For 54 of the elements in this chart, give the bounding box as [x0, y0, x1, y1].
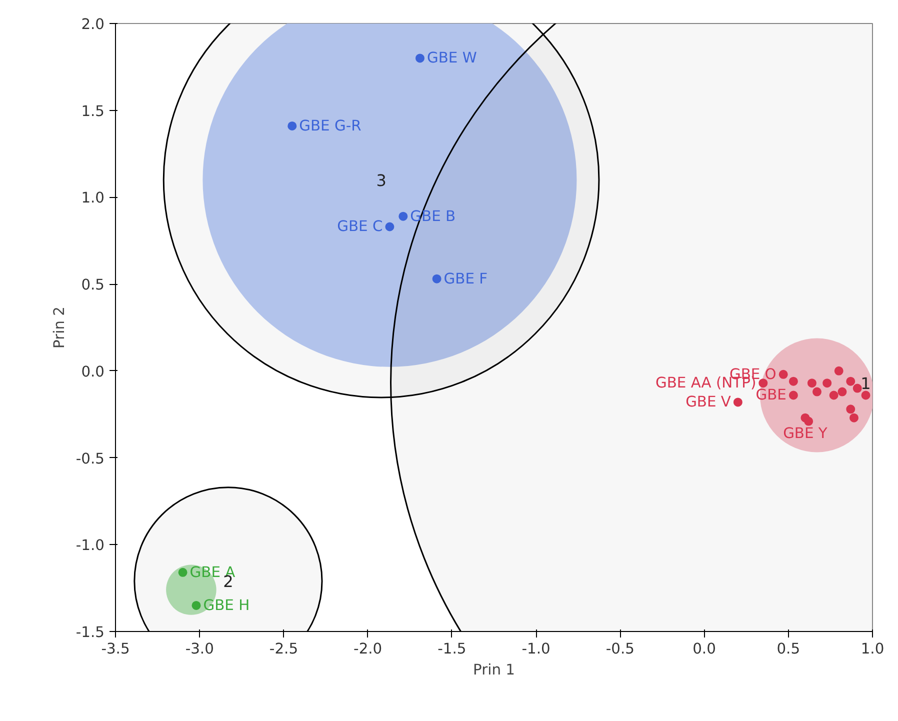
x-tick-label: -2.0 [354, 640, 382, 658]
point [192, 600, 201, 610]
point [804, 416, 814, 426]
point [846, 404, 856, 414]
data-label: GBE G-R [299, 117, 362, 134]
data-label: GBE [756, 386, 786, 404]
point [807, 378, 816, 388]
data-label: GBE V [686, 394, 731, 411]
x-tick-label: 0.0 [692, 640, 716, 658]
point [834, 366, 844, 376]
y-tick-label: -0.5 [76, 450, 105, 468]
point [788, 376, 798, 386]
y-tick-label: 1.0 [81, 190, 105, 207]
point [398, 212, 408, 221]
y-tick-label: 2.0 [81, 16, 105, 33]
point [288, 122, 297, 130]
point [838, 387, 847, 396]
point [432, 274, 442, 284]
x-axis-title: Prin 1 [473, 662, 515, 678]
annotation: 3 [376, 170, 386, 190]
point [758, 378, 768, 388]
data-label: GBE F [444, 270, 488, 288]
y-tick-label: 0.0 [81, 363, 105, 380]
y-tick-label: -1.5 [76, 624, 105, 641]
y-tick-label: 0.5 [81, 276, 105, 294]
data-label: GBE C [337, 218, 383, 236]
point [852, 384, 862, 393]
point [849, 413, 858, 422]
x-tick-label: -1.5 [438, 640, 466, 658]
x-tick-label: 0.5 [776, 640, 800, 658]
point [788, 390, 798, 400]
x-tick-label: 1.0 [860, 640, 884, 658]
point [861, 390, 870, 400]
point [415, 54, 424, 63]
data-label: GBE W [426, 50, 478, 67]
data-label: GBE H [203, 596, 250, 614]
annotation: 1 [860, 374, 871, 394]
point [178, 568, 188, 577]
point [846, 376, 856, 386]
point [822, 378, 832, 388]
x-tick-label: -3.0 [185, 640, 214, 658]
y-tick-label: 1.5 [81, 102, 105, 120]
point [385, 222, 394, 232]
data-label: GBE Y [783, 424, 828, 442]
x-tick-label: -3.5 [101, 640, 130, 658]
point [812, 387, 822, 396]
x-tick-label: -1.0 [522, 640, 550, 658]
x-tick-label: -0.5 [606, 640, 634, 658]
y-tick-label: -1.0 [76, 537, 105, 554]
point [733, 398, 742, 407]
y-axis-title: Prin 2 [50, 306, 68, 348]
x-tick-label: -2.5 [269, 640, 298, 658]
point [829, 390, 838, 400]
point [778, 370, 788, 379]
